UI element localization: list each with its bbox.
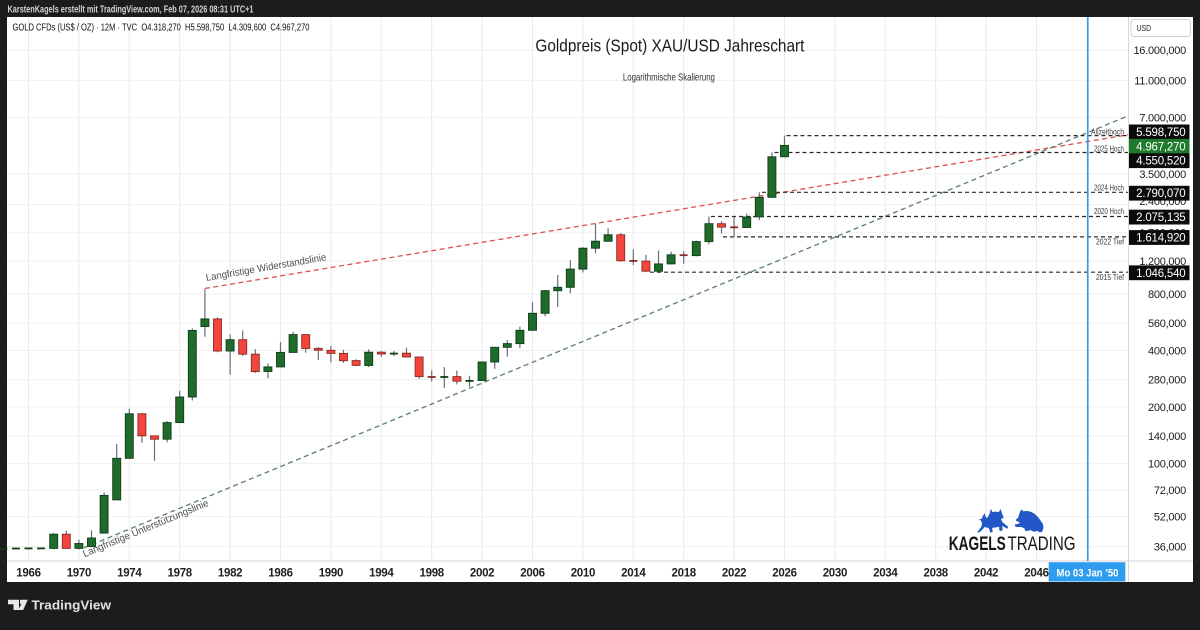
svg-text:100,000: 100,000	[1148, 458, 1186, 470]
svg-text:2.790,070: 2.790,070	[1136, 188, 1185, 200]
svg-text:800,000: 800,000	[1148, 289, 1186, 301]
svg-text:KarstenKagels erstellt mit Tra: KarstenKagels erstellt mit TradingView.c…	[8, 5, 254, 16]
svg-text:TRADING: TRADING	[1008, 534, 1076, 555]
svg-text:1966: 1966	[16, 568, 40, 580]
svg-text:2024 Hoch: 2024 Hoch	[1094, 184, 1124, 193]
svg-text:1998: 1998	[420, 568, 445, 580]
svg-text:2026: 2026	[772, 568, 796, 580]
svg-text:2038: 2038	[924, 568, 949, 580]
svg-text:2025 Hoch: 2025 Hoch	[1094, 145, 1124, 154]
svg-text:1994: 1994	[369, 568, 394, 580]
svg-text:2042: 2042	[974, 568, 998, 580]
svg-text:Goldpreis (Spot) XAU/USD Jahre: Goldpreis (Spot) XAU/USD Jahreschart	[535, 36, 804, 56]
svg-text:1986: 1986	[268, 568, 292, 580]
svg-text:2022: 2022	[722, 568, 746, 580]
svg-text:4.550,520: 4.550,520	[1136, 156, 1185, 168]
svg-text:5.598,750: 5.598,750	[1136, 127, 1185, 139]
svg-text:KAGELS: KAGELS	[949, 534, 1006, 555]
svg-text:TradingView: TradingView	[32, 599, 112, 613]
svg-text:400,000: 400,000	[1148, 346, 1186, 358]
svg-text:1.046,540: 1.046,540	[1136, 268, 1185, 280]
svg-text:2020 Hoch: 2020 Hoch	[1094, 207, 1124, 216]
svg-text:4.967,270: 4.967,270	[1136, 141, 1185, 153]
svg-text:1.614,920: 1.614,920	[1136, 233, 1185, 245]
svg-text:560,000: 560,000	[1148, 318, 1186, 330]
svg-text:52,000: 52,000	[1154, 512, 1186, 524]
svg-text:1974: 1974	[117, 568, 142, 580]
svg-text:16.000,000: 16.000,000	[1133, 45, 1186, 57]
svg-text:2010: 2010	[571, 568, 595, 580]
svg-text:200,000: 200,000	[1148, 402, 1186, 414]
svg-text:2002: 2002	[470, 568, 494, 580]
svg-text:GOLD CFDs (US$ / OZ) · 12M · T: GOLD CFDs (US$ / OZ) · 12M · TVC O4.318,…	[13, 23, 310, 34]
svg-text:72,000: 72,000	[1154, 485, 1186, 497]
svg-text:Mo 03 Jan ’50: Mo 03 Jan ’50	[1057, 568, 1119, 580]
svg-text:280,000: 280,000	[1148, 375, 1186, 387]
svg-text:2.075,135: 2.075,135	[1136, 212, 1185, 224]
svg-text:2014: 2014	[621, 568, 646, 580]
svg-text:2034: 2034	[873, 568, 898, 580]
svg-text:1990: 1990	[319, 568, 343, 580]
svg-text:Logarithmische Skalierung: Logarithmische Skalierung	[623, 72, 715, 84]
svg-text:2022 Tief: 2022 Tief	[1096, 238, 1125, 247]
svg-text:1970: 1970	[67, 568, 91, 580]
svg-text:1.200,000: 1.200,000	[1139, 256, 1186, 268]
svg-text:7.000,000: 7.000,000	[1139, 112, 1186, 124]
svg-text:1978: 1978	[168, 568, 193, 580]
svg-text:2018: 2018	[672, 568, 697, 580]
svg-text:2030: 2030	[823, 568, 847, 580]
svg-text:2015 Tief: 2015 Tief	[1096, 273, 1125, 282]
svg-text:36,000: 36,000	[1154, 542, 1186, 554]
svg-text:1982: 1982	[218, 568, 242, 580]
svg-text:140,000: 140,000	[1148, 431, 1186, 443]
svg-text:USD: USD	[1137, 23, 1152, 33]
svg-text:2006: 2006	[520, 568, 544, 580]
svg-text:2046: 2046	[1024, 568, 1048, 580]
svg-text:11.000,000: 11.000,000	[1134, 76, 1186, 88]
svg-text:Allzeithoch: Allzeithoch	[1091, 128, 1124, 137]
svg-text:3.500,000: 3.500,000	[1139, 169, 1186, 181]
